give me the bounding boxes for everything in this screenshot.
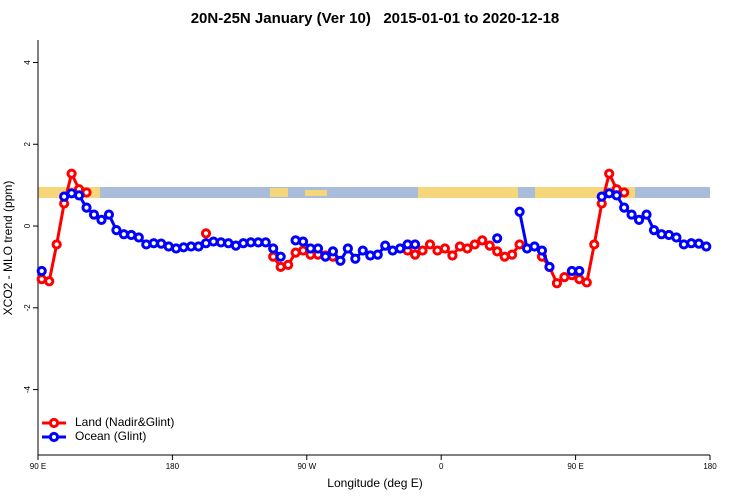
point <box>477 235 488 246</box>
point <box>36 265 47 277</box>
point <box>529 241 540 252</box>
x-tick-label: 180 <box>703 462 717 471</box>
point <box>574 265 585 277</box>
point <box>342 243 353 254</box>
point <box>484 240 495 251</box>
point <box>66 168 77 179</box>
point <box>492 233 503 244</box>
point <box>536 245 548 256</box>
point <box>514 206 525 217</box>
point <box>103 209 115 220</box>
x-tick-label: 90 E <box>567 462 583 471</box>
point <box>111 225 122 236</box>
point <box>514 239 525 250</box>
point <box>589 239 600 250</box>
y-tick-label: 4 <box>23 60 32 65</box>
legend-marker <box>48 431 60 443</box>
point <box>604 168 615 179</box>
y-tick-label: -4 <box>23 385 32 393</box>
point <box>551 278 563 289</box>
point <box>357 245 368 256</box>
point <box>492 246 503 257</box>
x-tick-label: 180 <box>166 462 180 471</box>
x-tick-label: 90 E <box>30 462 46 471</box>
point <box>671 232 682 243</box>
point <box>96 214 107 226</box>
point <box>51 239 62 250</box>
point <box>380 240 391 251</box>
point <box>395 243 406 254</box>
x-tick-label: 0 <box>439 462 444 471</box>
point <box>701 241 712 252</box>
point <box>469 239 480 250</box>
legend-label: Ocean (Glint) <box>75 429 146 443</box>
x-tick-label: 90 W <box>297 462 316 471</box>
point <box>372 249 383 260</box>
point <box>88 209 100 220</box>
point <box>73 190 85 201</box>
point <box>81 202 92 213</box>
point <box>320 251 331 262</box>
point <box>283 259 294 270</box>
point <box>626 209 637 220</box>
legend-marker <box>48 417 60 429</box>
point <box>133 232 144 243</box>
point <box>409 239 421 250</box>
point <box>297 236 309 247</box>
point <box>544 261 555 273</box>
point <box>581 277 592 288</box>
point <box>44 276 55 287</box>
point <box>619 202 630 213</box>
point <box>268 243 279 254</box>
point <box>462 243 473 254</box>
y-tick-label: -2 <box>23 304 32 312</box>
chart-title: 20N-25N January (Ver 10) 2015-01-01 to 2… <box>191 10 560 27</box>
point <box>424 239 436 250</box>
point <box>260 237 271 248</box>
point <box>439 243 451 254</box>
point <box>648 225 660 236</box>
point <box>409 249 421 260</box>
point <box>312 243 324 254</box>
point <box>200 228 212 239</box>
point <box>417 245 428 256</box>
point <box>507 249 518 260</box>
point <box>633 214 645 226</box>
point <box>641 209 652 220</box>
point <box>350 253 361 264</box>
y-tick-label: 0 <box>23 223 32 228</box>
point <box>611 190 622 201</box>
point <box>447 250 458 261</box>
y-axis-label: XCO2 - MLO trend (ppm) <box>1 181 15 316</box>
point <box>275 251 286 262</box>
y-tick-label: 2 <box>23 141 32 146</box>
legend-label: Land (Nadir&Glint) <box>75 415 174 429</box>
x-axis-label: Longitude (deg E) <box>327 476 422 490</box>
point <box>335 255 346 266</box>
point <box>327 246 339 257</box>
